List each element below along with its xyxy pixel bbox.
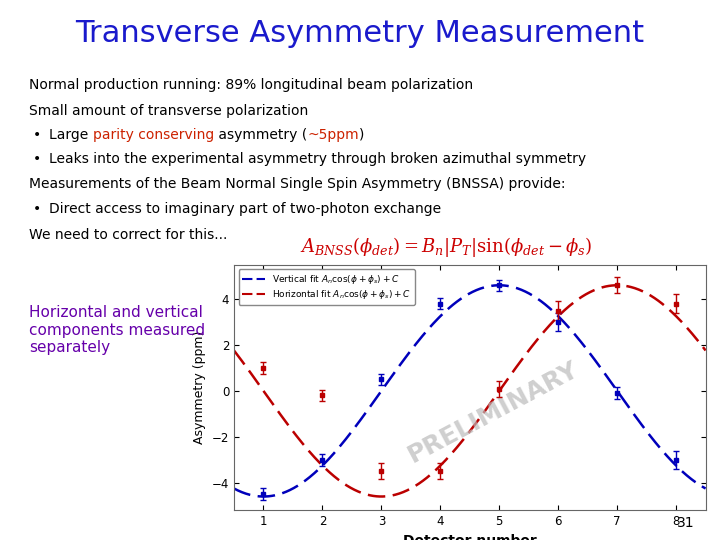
Text: ~5ppm: ~5ppm bbox=[307, 128, 359, 142]
Text: PRELIMINARY: PRELIMINARY bbox=[404, 357, 583, 467]
Text: •: • bbox=[33, 152, 41, 166]
Text: Large: Large bbox=[49, 128, 93, 142]
Text: Small amount of transverse polarization: Small amount of transverse polarization bbox=[29, 104, 308, 118]
Text: 31: 31 bbox=[678, 516, 695, 530]
Text: •: • bbox=[33, 202, 41, 217]
Text: Leaks into the experimental asymmetry through broken azimuthal symmetry: Leaks into the experimental asymmetry th… bbox=[49, 152, 586, 166]
Text: $A_{BNSS}(\phi_{det}) = B_n|P_T|\sin(\phi_{det} - \phi_s)$: $A_{BNSS}(\phi_{det}) = B_n|P_T|\sin(\ph… bbox=[300, 235, 593, 259]
Text: We need to correct for this...: We need to correct for this... bbox=[29, 228, 228, 242]
Text: asymmetry (: asymmetry ( bbox=[214, 128, 307, 142]
Text: Measurements of the Beam Normal Single Spin Asymmetry (BNSSA) provide:: Measurements of the Beam Normal Single S… bbox=[29, 177, 565, 191]
Text: ): ) bbox=[359, 128, 364, 142]
Text: Transverse Asymmetry Measurement: Transverse Asymmetry Measurement bbox=[76, 19, 644, 48]
X-axis label: Detector number: Detector number bbox=[403, 534, 536, 540]
Text: Normal production running: 89% longitudinal beam polarization: Normal production running: 89% longitudi… bbox=[29, 78, 473, 92]
Text: Horizontal and vertical
components measured
separately: Horizontal and vertical components measu… bbox=[29, 305, 205, 355]
Text: parity conserving: parity conserving bbox=[93, 128, 214, 142]
Legend: Vertical fit $A_n\cos(\phi+\phi_s) + C$, Horizontal fit $A_n\cos(\phi+\phi_s) + : Vertical fit $A_n\cos(\phi+\phi_s) + C$,… bbox=[238, 269, 415, 305]
Text: Direct access to imaginary part of two-photon exchange: Direct access to imaginary part of two-p… bbox=[49, 202, 441, 217]
Y-axis label: Asymmetry (ppm): Asymmetry (ppm) bbox=[193, 331, 206, 444]
Text: •: • bbox=[33, 128, 41, 142]
